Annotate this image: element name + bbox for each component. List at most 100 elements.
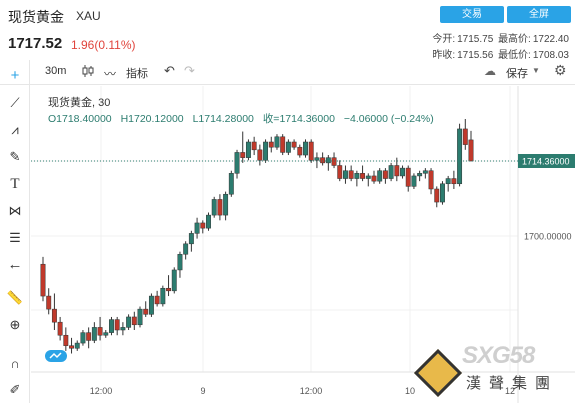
today-open-value: 1715.75 <box>457 34 494 45</box>
candle-body <box>103 332 109 336</box>
candle-body <box>40 263 46 297</box>
candle-body <box>308 141 314 161</box>
candle-body <box>137 308 143 326</box>
candle-body <box>228 173 234 195</box>
candle-body <box>148 295 154 315</box>
candle-body <box>74 342 80 349</box>
candle-type-icon[interactable] <box>80 64 96 78</box>
high-label: 最高价: <box>498 34 531 45</box>
redo-icon[interactable]: ↷ <box>184 63 195 78</box>
candle-body <box>200 222 206 229</box>
candle-body <box>240 152 246 158</box>
candle-body <box>428 170 434 190</box>
trade-button[interactable]: 交易 <box>440 6 504 23</box>
x-tick-label: 12:00 <box>300 386 323 396</box>
brand-name-cn: 漢聲集團 <box>466 375 559 392</box>
candle-body <box>394 165 400 177</box>
candle-body <box>434 188 440 203</box>
candle-body <box>166 287 171 292</box>
projection-icon[interactable]: ☰ <box>9 230 21 245</box>
crosshair-icon[interactable]: + <box>10 67 20 84</box>
candle-body <box>377 170 383 182</box>
price-change: 1.96(0.11%) <box>71 38 136 52</box>
candle-body <box>291 141 297 148</box>
legend-ohlc: O1718.40000 H1720.12000 L1714.28000 收=17… <box>48 111 440 126</box>
candle-body <box>343 170 348 179</box>
zoom-in-icon[interactable]: ⊕ <box>9 317 21 332</box>
candle-body <box>194 222 200 234</box>
indicators-button[interactable]: 指标 <box>126 68 148 80</box>
candle-body <box>388 165 394 179</box>
candle-body <box>274 136 280 148</box>
candle-body <box>80 332 86 344</box>
legend-low: L1714.28000 <box>192 113 254 125</box>
candle-body <box>371 175 377 182</box>
fib-icon[interactable]: ⩘ <box>11 122 19 137</box>
candle-body <box>280 136 286 153</box>
chevron-down-icon[interactable]: ▼ <box>532 66 540 75</box>
drawing-toolbar: + ⟋ ⩘ ✎ T ⋈ ☰ ← 📏 ⊕ ∩ ✐ <box>0 60 30 403</box>
candle-body <box>257 149 263 161</box>
candle-body <box>360 173 366 179</box>
lock-drawing-icon[interactable]: ✐ <box>9 382 21 397</box>
candle-body <box>183 243 189 255</box>
candle-body <box>211 199 217 216</box>
candle-body <box>245 141 251 158</box>
candle-body <box>69 345 74 349</box>
candle-body <box>462 128 468 145</box>
cloud-badge-icon <box>45 350 67 362</box>
candle-body <box>325 157 331 164</box>
text-icon[interactable]: T <box>10 176 20 192</box>
candle-body <box>468 139 474 162</box>
candle-body <box>154 295 160 305</box>
legend-close: 收=1714.36000 <box>262 113 335 125</box>
candle-body <box>285 141 291 153</box>
candle-body <box>126 316 132 328</box>
candle-body <box>337 165 343 179</box>
gear-icon[interactable]: ⚙ <box>554 62 567 78</box>
candle-body <box>422 170 428 174</box>
interval-selector[interactable]: 30m <box>45 65 67 77</box>
candle-body <box>131 316 137 326</box>
cloud-icon[interactable]: ☁ <box>484 64 496 78</box>
save-button[interactable]: 保存 <box>506 68 528 80</box>
low-value: 1708.03 <box>532 50 569 61</box>
quote-row-1: 今开: 1715.75 最高价: 1722.40 <box>430 30 569 45</box>
candle-body <box>114 319 120 331</box>
brush-icon[interactable]: ✎ <box>9 149 21 164</box>
magnet-icon[interactable]: ∩ <box>10 356 20 371</box>
pattern-icon[interactable]: ⋈ <box>8 203 22 218</box>
candle-body <box>457 128 463 185</box>
candle-body <box>177 254 183 271</box>
prev-close-value: 1715.56 <box>457 50 494 61</box>
candle-body <box>206 214 211 229</box>
candle-body <box>109 319 114 333</box>
today-open-label: 今开: <box>432 34 456 45</box>
candle-body <box>143 308 149 315</box>
candle-body <box>160 287 166 305</box>
candle-body <box>223 193 229 216</box>
candle-body <box>251 141 257 151</box>
candle-body <box>417 173 423 177</box>
ruler-icon[interactable]: 📏 <box>6 290 24 305</box>
fullscreen-button[interactable]: 全屏 <box>507 6 571 23</box>
trend-line-icon[interactable]: ⟋ <box>10 95 20 110</box>
candle-body <box>445 178 451 185</box>
back-arrow-icon[interactable]: ← <box>7 256 23 273</box>
prev-close-label: 昨收: <box>432 50 456 61</box>
candle-body <box>120 327 126 331</box>
legend-open: O1718.40000 <box>48 113 112 125</box>
low-label: 最低价: <box>498 50 531 61</box>
candle-body <box>331 157 337 166</box>
candle-body <box>365 175 371 179</box>
legend-symbol: 现货黄金, <box>48 97 96 109</box>
candle-body <box>405 167 411 187</box>
candle-body <box>297 146 303 156</box>
candle-body <box>51 308 57 323</box>
indicator-icon[interactable]: 〰 <box>104 67 117 81</box>
candle-body <box>188 233 194 245</box>
toolbar-divider <box>0 84 575 85</box>
undo-icon[interactable]: ↶ <box>164 63 175 78</box>
